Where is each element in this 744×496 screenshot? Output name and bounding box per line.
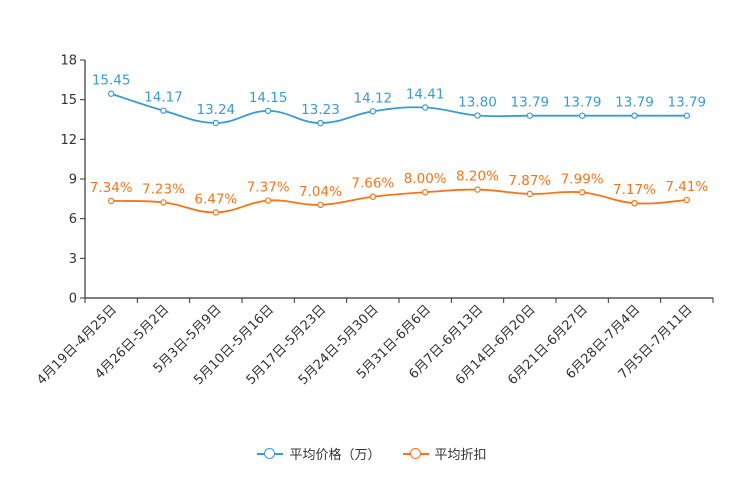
data-label: 14.41 [406, 86, 445, 102]
legend-item-price[interactable]: 平均价格（万） [257, 444, 381, 463]
legend-discount-marker-icon [402, 447, 429, 461]
data-point [212, 119, 220, 127]
data-point [474, 112, 481, 119]
data-point [421, 104, 429, 111]
data-label: 7.23% [142, 181, 185, 197]
data-label: 13.80 [458, 95, 497, 111]
y-tick-label: 3 [69, 252, 77, 267]
legend: 平均价格（万） 平均折扣 [0, 444, 744, 463]
data-point [264, 107, 272, 115]
data-label: 14.17 [144, 90, 183, 106]
legend-price-label: 平均价格（万） [289, 448, 381, 463]
data-label: 7.99% [561, 171, 604, 187]
data-point [578, 112, 586, 119]
data-label: 7.37% [247, 180, 290, 196]
series-line-discount [111, 188, 687, 214]
data-point [526, 190, 534, 198]
data-point [317, 201, 324, 209]
y-tick-label: 15 [60, 93, 77, 108]
data-label: 7.04% [299, 184, 342, 200]
data-point [631, 112, 638, 119]
y-tick-label: 9 [69, 173, 77, 188]
data-point [107, 90, 115, 97]
data-label: 14.15 [249, 90, 288, 106]
data-point [369, 108, 377, 115]
data-label: 13.79 [563, 95, 602, 111]
data-point [369, 193, 377, 200]
data-point [421, 189, 429, 196]
data-point [212, 209, 220, 216]
data-point [683, 196, 691, 204]
data-label: 14.12 [354, 90, 393, 106]
data-point [474, 186, 481, 193]
data-label: 7.66% [351, 176, 394, 192]
data-point [264, 197, 272, 204]
data-label: 13.23 [301, 102, 340, 118]
data-label: 8.00% [404, 171, 447, 187]
data-point [683, 112, 691, 119]
series-line-price [110, 92, 687, 124]
y-tick-label: 0 [69, 292, 77, 307]
data-label: 13.79 [511, 95, 550, 111]
legend-discount-label: 平均折扣 [434, 448, 487, 463]
legend-item-discount[interactable]: 平均折扣 [402, 444, 487, 463]
data-label: 6.47% [194, 191, 237, 207]
y-tick-label: 12 [60, 133, 77, 148]
data-point [160, 199, 167, 206]
y-tick-label: 18 [60, 54, 77, 69]
y-tick-label: 6 [69, 212, 77, 227]
data-label: 7.34% [90, 180, 133, 196]
data-point [317, 119, 324, 127]
data-label: 7.87% [508, 173, 551, 189]
data-label: 7.41% [665, 179, 708, 195]
data-point [578, 189, 586, 196]
data-label: 8.20% [456, 169, 499, 185]
data-label: 13.79 [668, 95, 707, 111]
data-point [160, 107, 167, 114]
legend-price-marker-icon [257, 447, 284, 461]
data-point [107, 197, 115, 205]
data-point [526, 112, 534, 119]
line-chart: 03691215184月19日-4月25日4月26日-5月2日5月3日-5月9日… [34, 54, 714, 388]
data-label: 13.79 [615, 95, 654, 111]
data-point [631, 199, 638, 207]
data-label: 13.24 [197, 102, 236, 118]
data-label: 15.45 [92, 73, 131, 89]
data-label: 7.17% [613, 182, 656, 198]
